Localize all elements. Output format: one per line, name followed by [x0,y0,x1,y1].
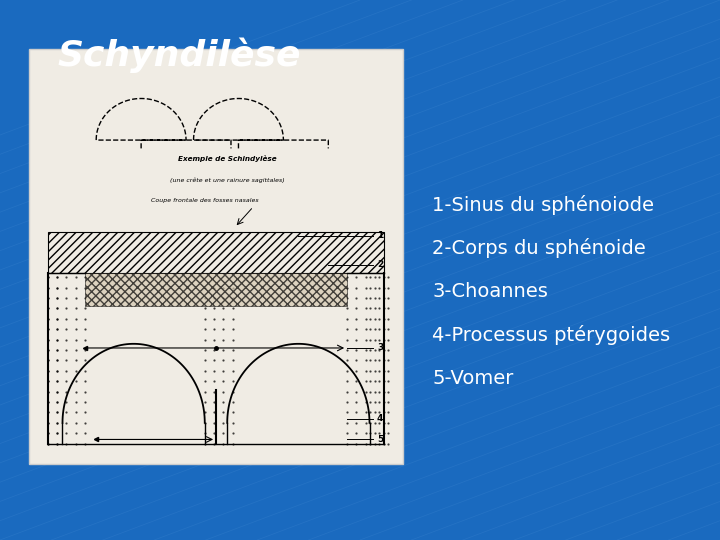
Text: 5-Vomer: 5-Vomer [432,368,513,388]
Text: 3-Choannes: 3-Choannes [432,282,548,301]
Text: (une crête et une rainure sagittales): (une crête et une rainure sagittales) [170,177,284,183]
Text: 5: 5 [377,435,383,444]
Text: Exemple de Schindylèse: Exemple de Schindylèse [178,155,276,162]
Text: 1-Sinus du sphénoiode: 1-Sinus du sphénoiode [432,195,654,215]
Text: 3: 3 [377,343,383,353]
Text: 1: 1 [377,231,383,240]
Text: 2: 2 [377,260,383,269]
FancyBboxPatch shape [29,49,403,464]
Text: Schyndilèse: Schyndilèse [58,38,301,73]
Bar [48,232,384,273]
Text: 2-Corps du sphénoide: 2-Corps du sphénoide [432,238,646,259]
Text: Coupe frontale des fosses nasales: Coupe frontale des fosses nasales [151,198,258,204]
Bar [85,273,347,306]
Text: 4-Processus ptérygoides: 4-Processus ptérygoides [432,325,670,345]
Text: 4: 4 [377,414,383,423]
